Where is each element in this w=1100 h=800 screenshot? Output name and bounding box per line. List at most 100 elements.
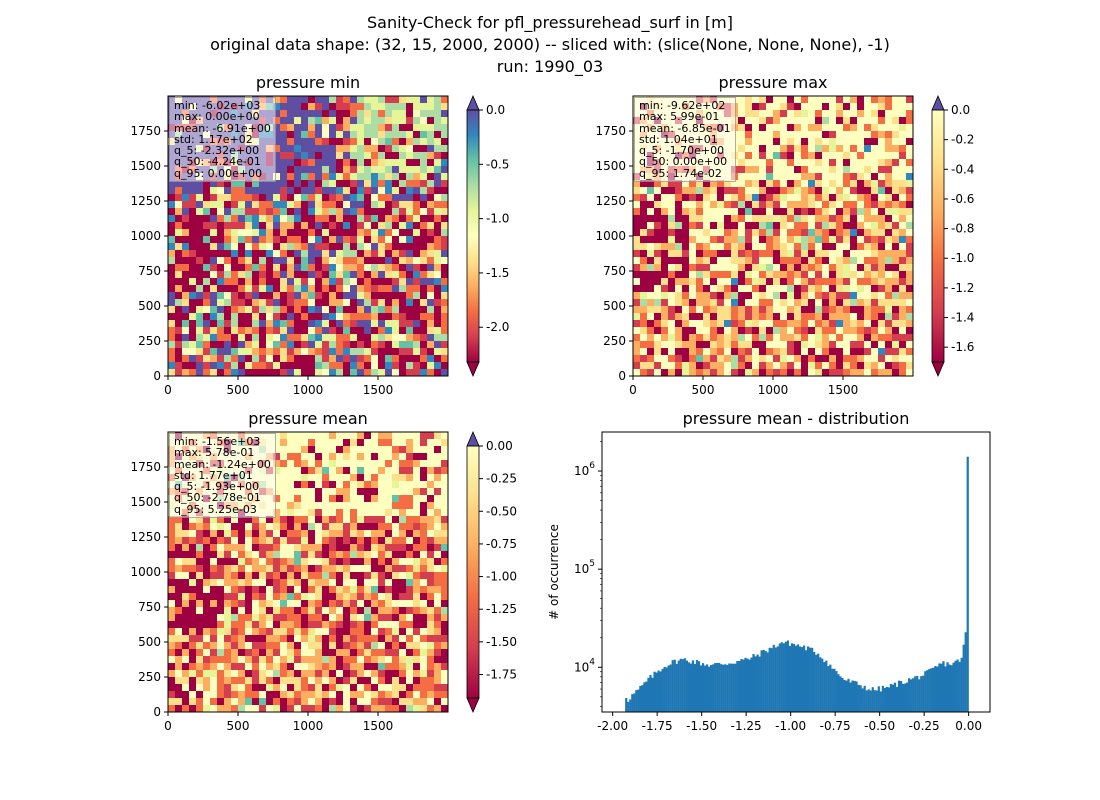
heatmap-cell <box>420 103 428 111</box>
heatmap-cell <box>175 222 183 230</box>
heatmap-cell <box>406 663 414 671</box>
heatmap-cell <box>633 285 641 293</box>
heatmap-cell <box>717 215 725 223</box>
heatmap-cell <box>350 495 358 503</box>
heatmap-cell <box>392 432 400 440</box>
heatmap-cell <box>633 278 641 286</box>
y-tick-label: 1750 <box>595 124 626 138</box>
heatmap-cell <box>315 488 323 496</box>
heatmap-cell <box>766 285 774 293</box>
heatmap-cell <box>245 530 253 538</box>
heatmap-cell <box>836 250 844 258</box>
heatmap-cell <box>224 215 232 223</box>
heatmap-cell <box>371 306 379 314</box>
heatmap-cell <box>259 516 267 524</box>
heatmap-cell <box>245 306 253 314</box>
heatmap-cell <box>287 565 295 573</box>
heatmap-cell <box>385 677 393 685</box>
heatmap-cell <box>647 187 655 195</box>
heatmap-cell <box>696 285 704 293</box>
heatmap-cell <box>899 180 907 188</box>
heatmap-cell <box>899 124 907 132</box>
heatmap-cell <box>392 663 400 671</box>
heatmap-cell <box>217 369 225 377</box>
histogram-bar <box>724 664 727 712</box>
heatmap-cell <box>815 138 823 146</box>
heatmap-cell <box>794 208 802 216</box>
heatmap-cell <box>661 278 669 286</box>
heatmap-cell <box>773 236 781 244</box>
heatmap-cell <box>773 180 781 188</box>
heatmap-cell <box>343 201 351 209</box>
heatmap-cell <box>385 278 393 286</box>
heatmap-cell <box>441 369 449 377</box>
heatmap-cell <box>661 362 669 370</box>
heatmap-cell <box>168 614 176 622</box>
heatmap-cell <box>259 292 267 300</box>
heatmap-cell <box>210 362 218 370</box>
heatmap-cell <box>857 138 865 146</box>
heatmap-cell <box>745 145 753 153</box>
heatmap-cell <box>399 705 407 713</box>
heatmap-cell <box>399 208 407 216</box>
heatmap-cell <box>343 369 351 377</box>
heatmap-cell <box>829 257 837 265</box>
heatmap-cell <box>794 285 802 293</box>
heatmap-cell <box>399 607 407 615</box>
heatmap-cell <box>336 481 344 489</box>
heatmap-cell <box>378 502 386 510</box>
heatmap-cell <box>406 502 414 510</box>
heatmap-cell <box>175 579 183 587</box>
heatmap-cell <box>427 502 435 510</box>
colorbar-tick-label: -1.5 <box>486 266 509 280</box>
heatmap-cell <box>413 481 421 489</box>
heatmap-cell <box>357 467 365 475</box>
heatmap-cell <box>259 355 267 363</box>
heatmap-cell <box>336 243 344 251</box>
heatmap-cell <box>808 159 816 167</box>
heatmap-cell <box>906 355 914 363</box>
heatmap-cell <box>245 579 253 587</box>
heatmap-cell <box>280 481 288 489</box>
heatmap-cell <box>766 320 774 328</box>
heatmap-cell <box>752 243 760 251</box>
heatmap-cell <box>245 236 253 244</box>
heatmap-cell <box>773 124 781 132</box>
heatmap-cell <box>301 222 309 230</box>
heatmap-cell <box>231 565 239 573</box>
heatmap-cell <box>259 341 267 349</box>
heatmap-cell <box>350 432 358 440</box>
heatmap-cell <box>441 201 449 209</box>
heatmap-cell <box>654 271 662 279</box>
heatmap-cell <box>196 523 204 531</box>
heatmap-cell <box>259 229 267 237</box>
heatmap-cell <box>710 201 718 209</box>
heatmap-cell <box>759 124 767 132</box>
heatmap-cell <box>196 201 204 209</box>
heatmap-cell <box>315 243 323 251</box>
heatmap-cell <box>710 306 718 314</box>
heatmap-cell <box>710 320 718 328</box>
heatmap-cell <box>175 208 183 216</box>
heatmap-cell <box>745 236 753 244</box>
heatmap-cell <box>703 257 711 265</box>
heatmap-cell <box>294 208 302 216</box>
heatmap-cell <box>203 614 211 622</box>
heatmap-cell <box>759 159 767 167</box>
heatmap-cell <box>343 271 351 279</box>
heatmap-cell <box>301 453 309 461</box>
heatmap-cell <box>420 432 428 440</box>
heatmap-cell <box>217 593 225 601</box>
heatmap-cell <box>252 558 260 566</box>
heatmap-cell <box>175 285 183 293</box>
heatmap-cell <box>294 537 302 545</box>
heatmap-cell <box>399 663 407 671</box>
heatmap-cell <box>668 208 676 216</box>
heatmap-cell <box>378 691 386 699</box>
heatmap-cell <box>392 180 400 188</box>
heatmap-cell <box>773 257 781 265</box>
heatmap-cell <box>210 243 218 251</box>
heatmap-cell <box>371 495 379 503</box>
heatmap-cell <box>245 264 253 272</box>
heatmap-cell <box>259 187 267 195</box>
